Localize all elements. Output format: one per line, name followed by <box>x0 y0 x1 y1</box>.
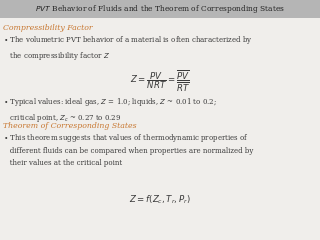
Text: Theorem of Corresponding States: Theorem of Corresponding States <box>3 122 137 130</box>
Text: $Z = \dfrac{PV}{NRT} = \dfrac{\overline{PV}}{\overline{RT}}$: $Z = \dfrac{PV}{NRT} = \dfrac{\overline{… <box>130 68 190 94</box>
Text: $\bullet$ This theorem suggests that values of thermodynamic properties of
   di: $\bullet$ This theorem suggests that val… <box>3 132 253 167</box>
Text: Compressibility Factor: Compressibility Factor <box>3 24 93 32</box>
Text: $\bullet$ Typical values: ideal gas, $Z$ = 1.0; liquids, $Z$ ~ 0.01 to 0.2;
   c: $\bullet$ Typical values: ideal gas, $Z$… <box>3 96 217 124</box>
Text: $\it{PVT}$ Behavior of Fluids and the Theorem of Corresponding States: $\it{PVT}$ Behavior of Fluids and the Th… <box>35 3 285 15</box>
Text: $\bullet$ The volumetric PVT behavior of a material is often characterized by
  : $\bullet$ The volumetric PVT behavior of… <box>3 34 253 62</box>
Text: $Z = f(Z_c, T_r, P_r)$: $Z = f(Z_c, T_r, P_r)$ <box>129 193 191 206</box>
FancyBboxPatch shape <box>0 0 320 18</box>
